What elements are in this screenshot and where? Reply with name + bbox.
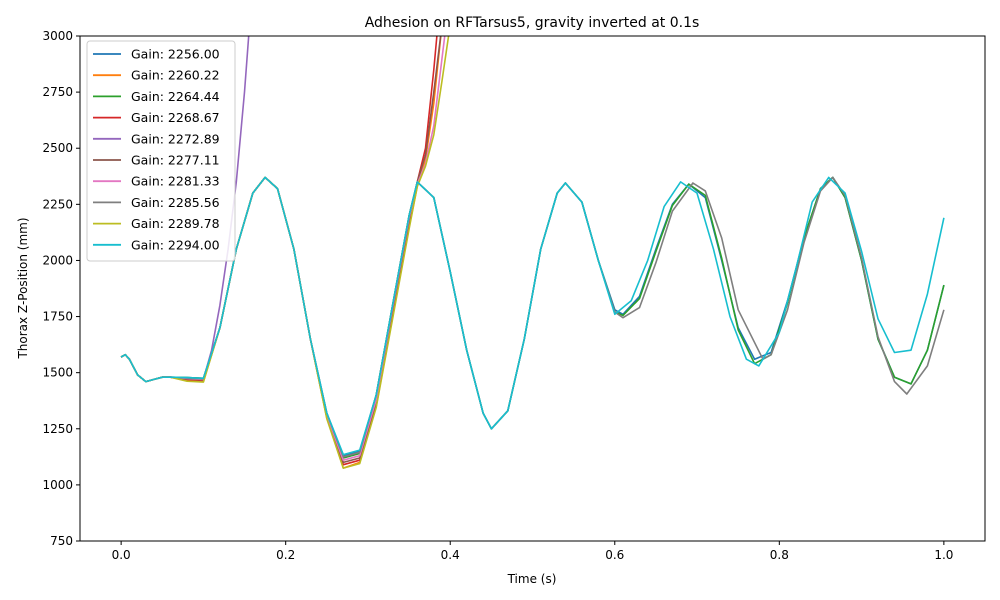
x-tick-label: 1.0 [934, 548, 953, 562]
legend-label: Gain: 2264.44 [131, 89, 220, 104]
x-tick-label: 0.0 [112, 548, 131, 562]
x-tick-label: 0.4 [441, 548, 460, 562]
y-tick-label: 2250 [42, 197, 73, 211]
x-tick-label: 0.2 [276, 548, 295, 562]
plot-frame [79, 35, 986, 542]
y-tick-label: 1250 [42, 422, 73, 436]
x-tick-label: 0.6 [605, 548, 624, 562]
y-tick-label: 2000 [42, 253, 73, 267]
legend: Gain: 2256.00 Gain: 2260.22 Gain: 2264.44 G… [86, 40, 236, 262]
series-layer [120, 36, 945, 469]
legend-label: Gain: 2285.56 [131, 195, 220, 210]
y-axis: 750 1000 1250 1500 1750 2000 2250 2500 2750 3000 [42, 29, 80, 548]
chart-title: Adhesion on RFTarsus5, gravity inverted … [365, 15, 700, 31]
legend-label: Gain: 2272.89 [131, 131, 220, 146]
y-tick-label: 1000 [42, 478, 73, 492]
legend-label: Gain: 2294.00 [131, 237, 220, 252]
series-line-10 [120, 176, 945, 456]
y-tick-label: 2500 [42, 141, 73, 155]
y-axis-label: Thorax Z-Position (mm) [16, 217, 30, 359]
legend-label: Gain: 2260.22 [131, 68, 220, 83]
y-tick-label: 2750 [42, 85, 73, 99]
legend-label: Gain: 2289.78 [131, 216, 220, 231]
legend-label: Gain: 2256.00 [131, 47, 220, 62]
y-tick-label: 3000 [42, 29, 73, 43]
legend-label: Gain: 2281.33 [131, 174, 220, 189]
y-tick-label: 1750 [42, 310, 73, 324]
x-axis: 0.0 0.2 0.4 0.6 0.8 1.0 [112, 541, 953, 562]
x-tick-label: 0.8 [770, 548, 789, 562]
x-axis-label: Time (s) [507, 572, 557, 586]
legend-box [86, 40, 236, 262]
legend-label: Gain: 2277.11 [131, 153, 220, 168]
y-tick-label: 1500 [42, 366, 73, 380]
legend-label: Gain: 2268.67 [131, 110, 220, 125]
y-tick-label: 750 [50, 534, 73, 548]
